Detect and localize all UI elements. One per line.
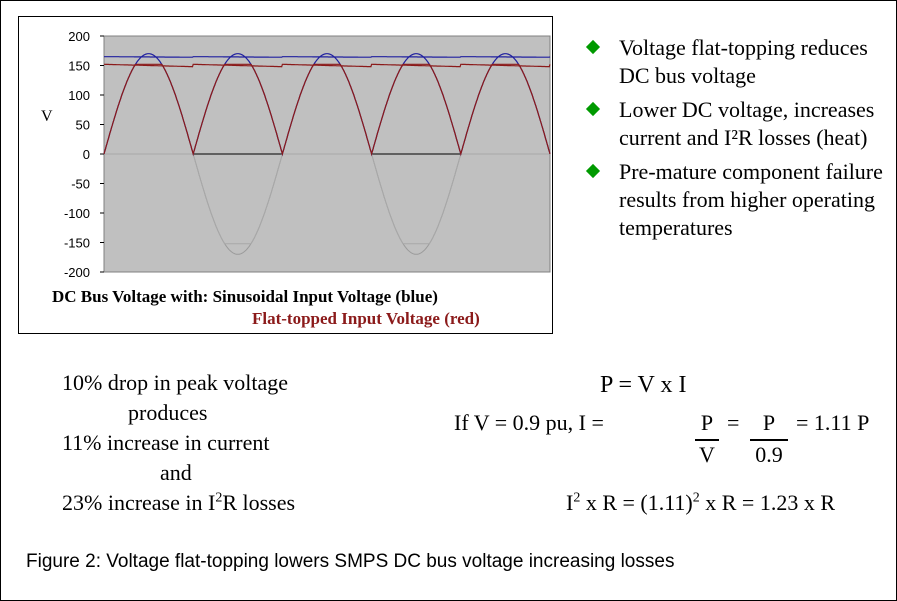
bullet-list: Voltage flat-topping reduces DC bus volt… <box>586 34 886 248</box>
loss-formula: I2 x R = (1.11)2 x R = 1.23 x R <box>566 490 835 516</box>
y-tick-label: 200 <box>68 29 90 44</box>
power-formula: P = V x I <box>600 372 686 399</box>
dc-bus-voltage-chart: 200 150 100 50 0 -50 -100 -150 -200 V <box>19 17 552 333</box>
y-tick-label: 0 <box>83 147 90 162</box>
y-tick-label: 50 <box>76 118 90 133</box>
y-tick-label: -100 <box>64 206 90 221</box>
summary-line-3: 11% increase in current <box>62 430 269 456</box>
caption-sinusoidal: Sinusoidal Input Voltage (blue) <box>213 287 438 306</box>
summary-line-4: and <box>160 460 192 486</box>
y-axis-label: V <box>41 108 53 125</box>
diamond-bullet-icon <box>586 40 600 54</box>
fraction-p-over-0-9: P 0.9 <box>750 410 788 468</box>
caption-prefix: DC Bus Voltage with: <box>52 287 208 306</box>
y-tick-label: 100 <box>68 88 90 103</box>
y-tick-label: -150 <box>64 236 90 251</box>
summary-line-1: 10% drop in peak voltage <box>62 370 288 396</box>
diamond-bullet-icon <box>586 164 600 178</box>
summary-line-2: produces <box>128 400 207 426</box>
y-tick-label: -200 <box>64 265 90 280</box>
equals-sign: = <box>727 410 739 436</box>
current-formula-prefix: If V = 0.9 pu, I = <box>454 410 604 436</box>
sinusoidal-dc-bus-line <box>104 57 550 58</box>
y-tick-label: 150 <box>68 59 90 74</box>
chart-container: 200 150 100 50 0 -50 -100 -150 -200 V DC Bus Vol… <box>18 16 553 334</box>
current-result: = 1.11 P <box>796 410 869 436</box>
figure-caption: Figure 2: Voltage flat-topping lowers SM… <box>26 551 674 573</box>
bullet-item: Lower DC voltage, increases current and … <box>586 96 886 152</box>
bullet-item: Pre-mature component failure results fro… <box>586 158 886 242</box>
bullet-item: Voltage flat-topping reduces DC bus volt… <box>586 34 886 90</box>
fraction-p-over-v: P V <box>695 410 719 468</box>
diamond-bullet-icon <box>586 102 600 116</box>
y-tick-label: -50 <box>71 177 90 192</box>
chart-caption-flat-topped: Flat-topped Input Voltage (red) <box>252 309 480 329</box>
chart-caption-line1: DC Bus Voltage with: Sinusoidal Input Vo… <box>52 287 438 307</box>
summary-line-5: 23% increase in I2R losses <box>62 490 295 516</box>
